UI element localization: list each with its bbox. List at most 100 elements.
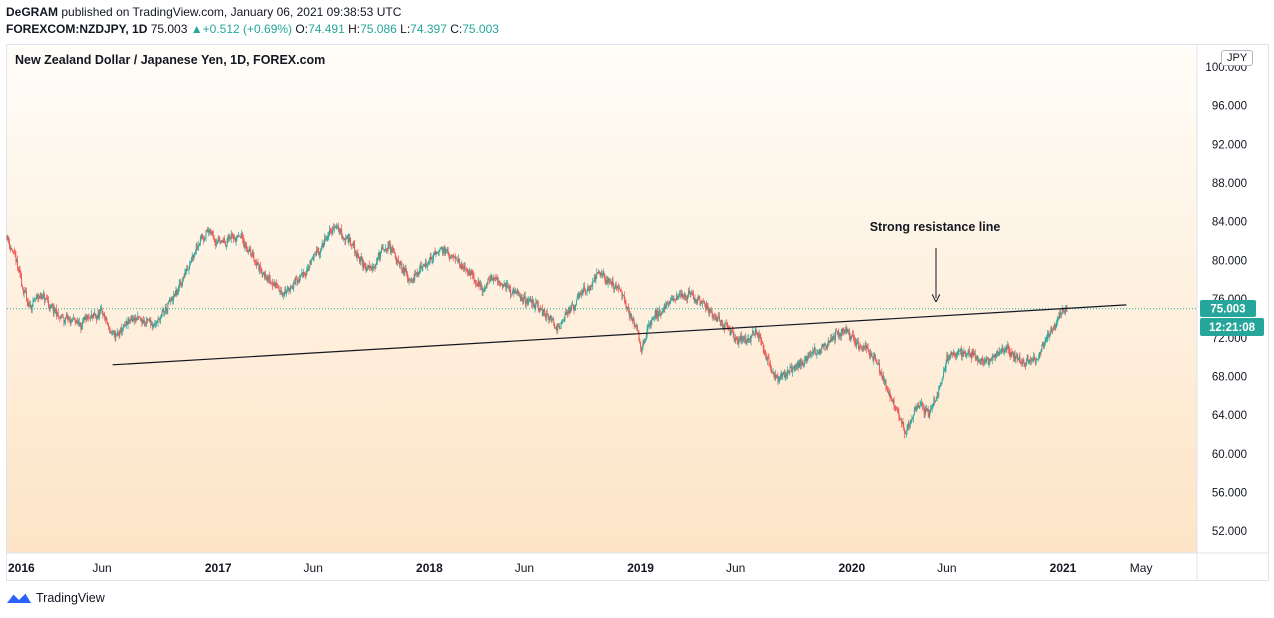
- candle-body: [271, 282, 273, 284]
- candle-body: [636, 324, 638, 331]
- candle-body: [268, 276, 270, 280]
- candle-body: [1023, 363, 1025, 364]
- candle-body: [314, 254, 316, 255]
- candle-body: [115, 335, 117, 338]
- candle-body: [460, 265, 462, 269]
- author-name[interactable]: DeGRAM: [6, 5, 59, 19]
- candle-body: [57, 311, 59, 317]
- candle-body: [634, 326, 636, 327]
- candle-body: [934, 399, 936, 402]
- candle-body: [719, 320, 721, 322]
- candle-body: [769, 364, 771, 365]
- candle-body: [649, 324, 650, 325]
- candle-body: [943, 370, 945, 372]
- candle-body: [640, 342, 642, 348]
- candle-body: [942, 377, 944, 381]
- y-tick-label: 60.000: [1212, 449, 1247, 461]
- candle-body: [831, 339, 833, 342]
- x-tick-label: 2016: [8, 561, 35, 575]
- candle-body: [532, 299, 534, 306]
- candle-body: [411, 280, 412, 282]
- candle-body: [596, 272, 598, 276]
- candle-body: [391, 248, 393, 250]
- time-axis[interactable]: 2016 Jun 2017 Jun 2018 Jun 2019 Jun 2020 Jun 2021 M…: [8, 561, 1152, 575]
- x-tick-label: 2017: [205, 561, 232, 575]
- candle-body: [1031, 358, 1033, 360]
- candle-body: [431, 259, 433, 261]
- candle-body: [157, 318, 159, 323]
- candle-body: [416, 272, 418, 274]
- x-tick-label: 2019: [627, 561, 654, 575]
- candle-body: [765, 354, 767, 358]
- candle-body: [734, 339, 736, 342]
- candle-body: [340, 229, 342, 232]
- candle-body: [493, 277, 495, 279]
- candle-body: [109, 329, 111, 332]
- footer-brand[interactable]: TradingView: [6, 591, 105, 605]
- candle-body: [204, 238, 206, 239]
- candle-body: [786, 374, 788, 376]
- candle-body: [798, 363, 800, 368]
- candle-body: [775, 374, 777, 378]
- candle-body: [582, 290, 584, 294]
- candle-body: [747, 339, 749, 341]
- candle-body: [290, 286, 292, 289]
- candle-body: [343, 238, 345, 239]
- candle-body: [409, 279, 411, 281]
- candle-body: [1022, 360, 1024, 364]
- candle-body: [554, 327, 556, 329]
- candle-body: [930, 408, 932, 410]
- symbol-name[interactable]: FOREXCOM:NZDJPY: [6, 22, 126, 36]
- candle-body: [364, 265, 366, 267]
- candle-body: [286, 289, 288, 291]
- price-axis[interactable]: 100.00096.00092.00088.00084.00080.00076.…: [1205, 62, 1247, 538]
- candle-body: [771, 371, 773, 374]
- candle-body: [797, 363, 799, 368]
- candle-body: [1050, 329, 1052, 334]
- candle-body: [955, 354, 957, 357]
- candle-body: [682, 295, 684, 297]
- candle-body: [871, 355, 873, 358]
- candle-body: [91, 314, 92, 318]
- candle-body: [307, 268, 309, 271]
- candle-body: [794, 365, 796, 368]
- candle-body: [389, 241, 391, 246]
- candle-body: [803, 363, 805, 365]
- currency-badge[interactable]: JPY: [1221, 50, 1254, 66]
- candle-body: [909, 425, 910, 427]
- candle-body: [339, 230, 341, 232]
- candle-body: [532, 299, 534, 304]
- candle-body: [243, 242, 245, 248]
- candle-body: [1045, 339, 1047, 342]
- candle-body: [810, 353, 812, 357]
- candle-body: [894, 405, 896, 407]
- candle-body: [513, 288, 515, 293]
- candle-body: [525, 302, 527, 304]
- candle-body: [969, 353, 971, 356]
- x-tick-label: 2020: [838, 561, 865, 575]
- candle-body: [6, 236, 8, 240]
- candle-body: [870, 352, 871, 357]
- candle-body: [699, 299, 701, 304]
- candle-body: [971, 351, 973, 359]
- candle-body: [169, 299, 170, 302]
- candle-body: [813, 349, 815, 352]
- candle-body: [814, 347, 816, 355]
- candle-body: [473, 276, 475, 281]
- candle-body: [248, 249, 250, 251]
- candle-body: [459, 259, 460, 265]
- candle-body: [472, 274, 474, 277]
- candle-body: [1003, 350, 1005, 353]
- candle-body: [140, 318, 142, 320]
- candle-body: [519, 295, 521, 297]
- candle-body: [930, 408, 932, 412]
- candle-body: [1010, 352, 1012, 357]
- candle-body: [216, 243, 218, 245]
- candle-body: [653, 316, 655, 318]
- candle-body: [1030, 358, 1032, 362]
- candle-body: [452, 255, 454, 257]
- candle-body: [665, 303, 667, 309]
- candle-body: [106, 318, 108, 323]
- candle-body: [502, 286, 504, 288]
